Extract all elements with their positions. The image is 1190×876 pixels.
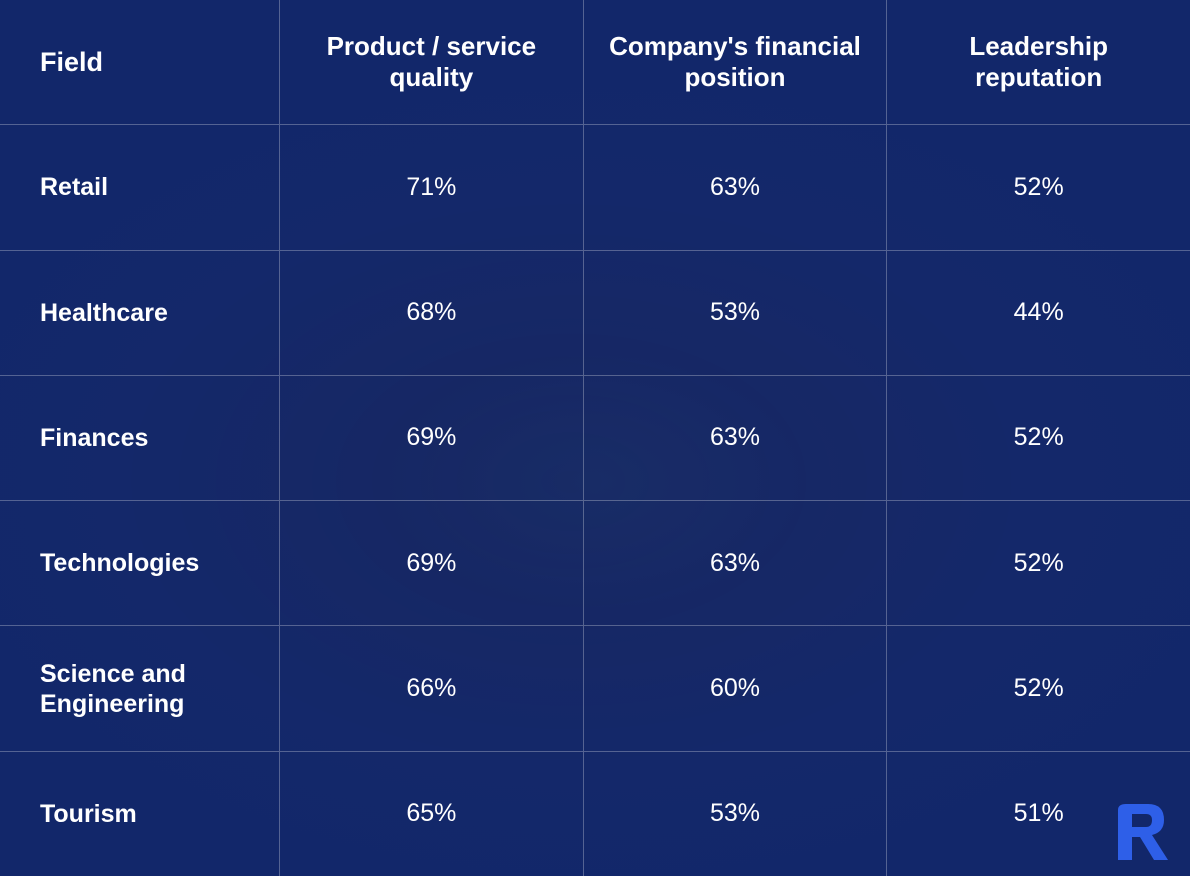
- row-2-col-3: 52%: [887, 376, 1190, 500]
- row-1-col-3: 44%: [887, 251, 1190, 375]
- header-field-label: Field: [40, 46, 103, 78]
- row-1-val-1: 53%: [710, 298, 760, 327]
- row-2-col-1: 69%: [280, 376, 584, 500]
- row-2-col-2: 63%: [584, 376, 888, 500]
- data-table: Field Product / service quality Company'…: [0, 0, 1190, 876]
- row-2-label: Finances: [40, 423, 148, 453]
- row-0-label-cell: Retail: [0, 125, 280, 249]
- table-row: Finances 69% 63% 52%: [0, 376, 1190, 501]
- row-4-val-2: 52%: [1014, 674, 1064, 703]
- row-3-col-2: 63%: [584, 501, 888, 625]
- row-3-col-3: 52%: [887, 501, 1190, 625]
- row-3-col-1: 69%: [280, 501, 584, 625]
- r-logo-icon: [1110, 802, 1174, 862]
- row-5-col-1: 65%: [280, 752, 584, 876]
- row-2-val-1: 63%: [710, 423, 760, 452]
- row-4-col-2: 60%: [584, 626, 888, 750]
- table-header-row: Field Product / service quality Company'…: [0, 0, 1190, 125]
- table-row: Retail 71% 63% 52%: [0, 125, 1190, 250]
- row-0-val-2: 52%: [1014, 173, 1064, 202]
- row-0-val-0: 71%: [406, 173, 456, 202]
- header-col-2-label: Company's financial position: [602, 31, 869, 93]
- row-0-col-2: 63%: [584, 125, 888, 249]
- header-col-1-label: Product / service quality: [298, 31, 565, 93]
- header-col-3: Leadership reputation: [887, 0, 1190, 124]
- row-3-val-1: 63%: [710, 549, 760, 578]
- row-3-label-cell: Technologies: [0, 501, 280, 625]
- row-0-col-1: 71%: [280, 125, 584, 249]
- table-row: Tourism 65% 53% 51%: [0, 752, 1190, 876]
- row-4-col-1: 66%: [280, 626, 584, 750]
- row-4-val-0: 66%: [406, 674, 456, 703]
- row-3-val-0: 69%: [406, 549, 456, 578]
- header-col-3-label: Leadership reputation: [905, 31, 1172, 93]
- row-0-val-1: 63%: [710, 173, 760, 202]
- row-2-val-2: 52%: [1014, 423, 1064, 452]
- row-1-col-1: 68%: [280, 251, 584, 375]
- row-5-val-0: 65%: [406, 799, 456, 828]
- row-5-val-1: 53%: [710, 799, 760, 828]
- row-4-label-cell: Science and Engineering: [0, 626, 280, 750]
- row-4-col-3: 52%: [887, 626, 1190, 750]
- row-4-label: Science and Engineering: [40, 659, 261, 719]
- row-3-val-2: 52%: [1014, 549, 1064, 578]
- header-col-2: Company's financial position: [584, 0, 888, 124]
- row-2-val-0: 69%: [406, 423, 456, 452]
- row-5-val-2: 51%: [1014, 799, 1064, 828]
- table-row: Technologies 69% 63% 52%: [0, 501, 1190, 626]
- row-1-col-2: 53%: [584, 251, 888, 375]
- row-2-label-cell: Finances: [0, 376, 280, 500]
- row-3-label: Technologies: [40, 548, 199, 578]
- row-0-label: Retail: [40, 172, 108, 202]
- row-1-val-0: 68%: [406, 298, 456, 327]
- header-field: Field: [0, 0, 280, 124]
- row-1-label-cell: Healthcare: [0, 251, 280, 375]
- row-4-val-1: 60%: [710, 674, 760, 703]
- header-col-1: Product / service quality: [280, 0, 584, 124]
- table-row: Science and Engineering 66% 60% 52%: [0, 626, 1190, 751]
- row-0-col-3: 52%: [887, 125, 1190, 249]
- row-5-label: Tourism: [40, 799, 137, 829]
- row-5-col-2: 53%: [584, 752, 888, 876]
- row-1-label: Healthcare: [40, 298, 168, 328]
- row-5-label-cell: Tourism: [0, 752, 280, 876]
- table-row: Healthcare 68% 53% 44%: [0, 251, 1190, 376]
- row-1-val-2: 44%: [1014, 298, 1064, 327]
